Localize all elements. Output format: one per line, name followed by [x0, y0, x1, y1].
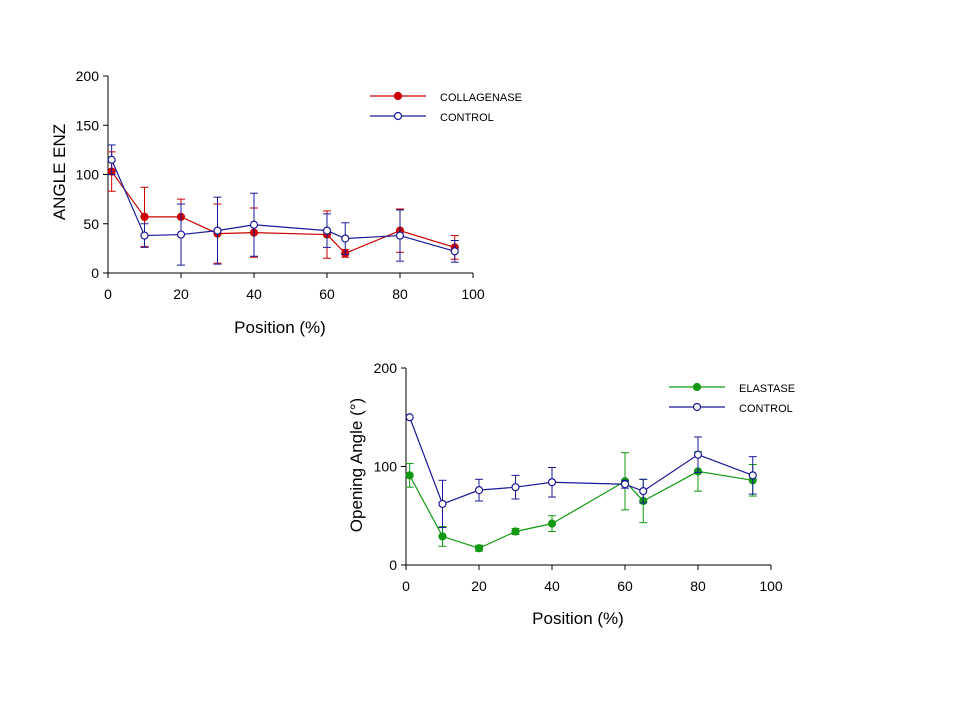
chart1-control-legend-marker: [393, 111, 403, 121]
chart1-control-point: [450, 247, 459, 256]
chart1-legend-label-control: CONTROL: [440, 112, 494, 124]
chart2-y-tick-label: 0: [389, 557, 397, 573]
chart2-elastase-legend-marker: [692, 382, 702, 392]
chart2-elastase-point: [405, 471, 414, 480]
chart1-collagenase-point: [140, 212, 149, 221]
chart2-elastase-point: [438, 532, 447, 541]
chart1-legend-label-collagenase: COLLAGENASE: [440, 92, 522, 104]
chart2-elastase-point: [547, 519, 557, 528]
chart2-control-legend-marker: [692, 402, 702, 412]
chart2-elastase-point: [474, 544, 484, 553]
chart2-legend-label-elastase: ELASTASE: [739, 383, 795, 395]
chart2-x-tick-label: 100: [759, 578, 783, 594]
chart1-control-point: [395, 231, 405, 240]
chart1-control-point: [176, 230, 186, 239]
chart2-y-tick-label: 200: [374, 360, 398, 376]
chart1-x-tick-label: 100: [461, 286, 485, 302]
chart2-y-axis-title: Opening Angle (°): [347, 398, 366, 532]
chart1-x-axis-title: Position (%): [234, 318, 326, 337]
chart2-control-point: [620, 480, 630, 489]
chart2-x-tick-label: 80: [690, 578, 706, 594]
chart1-y-tick-label: 150: [76, 117, 100, 133]
chart2-x-tick-label: 60: [617, 578, 633, 594]
collagenase-chart: Position (%) ANGLE ENZ COLLAGENASE CONTR…: [50, 68, 522, 337]
chart2-control-point: [405, 413, 414, 422]
chart2-x-tick-label: 0: [402, 578, 410, 594]
chart2-x-axis-title: Position (%): [532, 609, 624, 628]
chart1-control-point: [322, 226, 332, 235]
chart1-x-tick-label: 20: [173, 286, 189, 302]
chart1-control-point: [341, 234, 350, 243]
chart1-control-point: [140, 231, 149, 240]
chart1-y-tick-label: 0: [91, 265, 99, 281]
chart1-control-point: [213, 226, 222, 235]
chart1-y-axis-title: ANGLE ENZ: [50, 124, 69, 220]
chart1-control-point: [107, 155, 116, 164]
chart1-x-tick-label: 0: [104, 286, 112, 302]
chart1-y-tick-label: 100: [76, 167, 100, 183]
chart1-y-tick-label: 50: [83, 216, 99, 232]
chart2-y-tick-label: 100: [374, 459, 398, 475]
chart2-control-point: [547, 478, 557, 487]
chart1-y-tick-label: 200: [76, 68, 100, 84]
elastase-chart: Position (%) Opening Angle (°) ELASTASE …: [347, 360, 795, 628]
chart2-elastase-point: [511, 527, 520, 536]
chart1-x-tick-label: 40: [246, 286, 262, 302]
chart2-control-point: [639, 487, 648, 496]
chart1-collagenase-legend-marker: [393, 91, 403, 101]
chart1-x-tick-label: 60: [319, 286, 335, 302]
chart1-control-point: [249, 220, 259, 229]
chart1-x-tick-label: 80: [392, 286, 408, 302]
chart2-control-point: [693, 450, 703, 459]
chart2-x-tick-label: 40: [544, 578, 560, 594]
chart2-x-tick-label: 20: [471, 578, 487, 594]
chart2-control-point: [438, 499, 447, 509]
chart2-control-point: [748, 471, 757, 480]
chart1-collagenase-series-line: [111, 171, 455, 255]
chart2-control-point: [511, 483, 520, 492]
chart2-legend-label-control: CONTROL: [739, 403, 793, 415]
chart2-control-point: [474, 486, 484, 495]
